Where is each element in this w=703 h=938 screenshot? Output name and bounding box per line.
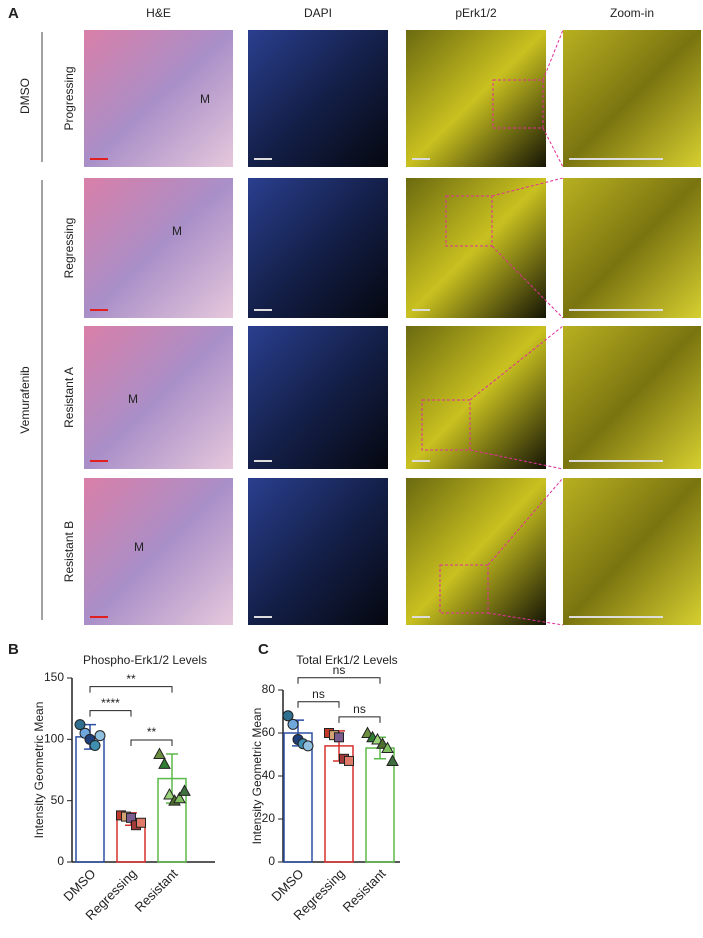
zoom-line <box>487 612 564 626</box>
data-point <box>282 710 294 722</box>
micrograph <box>248 178 388 318</box>
zoom-line <box>487 477 564 566</box>
x-tick-label: DMSO <box>268 866 306 904</box>
zoom-box <box>445 195 493 247</box>
micrograph <box>84 326 233 469</box>
data-point <box>158 757 171 769</box>
region-label: M <box>134 540 144 554</box>
zoom-line <box>491 245 564 319</box>
panel-label: A <box>8 5 19 22</box>
y-tick-label: 0 <box>268 854 275 868</box>
data-point <box>74 719 86 731</box>
y-axis-label: Intensity Geometric Mean <box>250 708 264 845</box>
panel-label: C <box>258 641 269 658</box>
significance-bracket <box>89 686 173 693</box>
data-point <box>173 791 186 804</box>
micrograph <box>406 178 546 318</box>
row-label: Resistant A <box>62 367 76 428</box>
column-header: Zoom-in <box>610 6 654 20</box>
y-tick-label: 80 <box>262 682 276 696</box>
data-point <box>178 784 191 796</box>
data-point <box>136 817 146 828</box>
micrograph <box>563 178 701 318</box>
group-label: Vemurafenib <box>18 366 32 434</box>
group-label: DMSO <box>18 78 32 114</box>
significance-label: ns <box>333 663 346 677</box>
x-tick-label: Resistant <box>132 866 181 915</box>
data-point <box>302 740 314 752</box>
data-point <box>386 754 399 766</box>
y-tick-label: 0 <box>57 854 64 868</box>
column-header: H&E <box>146 6 171 20</box>
data-point <box>287 718 299 730</box>
y-tick-label: 100 <box>44 732 64 746</box>
micrograph <box>563 326 701 469</box>
micrograph <box>248 478 388 625</box>
data-point <box>163 787 176 800</box>
y-tick-label: 50 <box>51 793 65 807</box>
zoom-line <box>469 449 564 470</box>
zoom-line <box>542 127 564 168</box>
significance-label: ns <box>312 687 325 701</box>
y-tick-label: 60 <box>262 725 276 739</box>
significance-label: **** <box>101 696 120 710</box>
y-tick-label: 40 <box>262 768 276 782</box>
region-label: M <box>200 92 210 106</box>
row-label: Progressing <box>62 66 76 130</box>
significance-bracket <box>297 701 340 708</box>
y-tick-label: 150 <box>44 670 64 684</box>
data-point <box>381 741 394 754</box>
significance-bracket <box>130 739 173 747</box>
micrograph <box>563 478 701 625</box>
chart-title: Phospho-Erk1/2 Levels <box>83 653 207 667</box>
x-tick-label: Resistant <box>340 866 389 915</box>
zoom-box <box>421 399 471 451</box>
zoom-line <box>542 29 564 81</box>
y-axis-label: Intensity Geometric Mean <box>32 702 46 839</box>
significance-label: ** <box>147 725 157 739</box>
y-tick-label: 20 <box>262 811 276 825</box>
column-header: pErk1/2 <box>455 6 497 20</box>
micrograph <box>248 326 388 469</box>
micrograph <box>563 30 701 167</box>
row-label: Regressing <box>62 218 76 279</box>
row-label: Resistant B <box>62 521 76 582</box>
chart-title: Total Erk1/2 Levels <box>296 653 397 667</box>
micrograph <box>406 30 546 167</box>
micrograph <box>84 30 233 167</box>
region-label: M <box>172 224 182 238</box>
data-point <box>344 755 354 766</box>
zoom-box <box>439 564 489 614</box>
significance-label: ns <box>353 702 366 716</box>
significance-bracket <box>297 677 381 684</box>
significance-bracket <box>89 710 132 717</box>
significance-label: ** <box>126 672 136 686</box>
data-point <box>94 730 106 742</box>
column-header: DAPI <box>304 6 332 20</box>
data-point <box>89 739 101 751</box>
micrograph <box>84 178 233 318</box>
x-tick-label: DMSO <box>60 866 98 904</box>
bar <box>283 732 313 863</box>
data-point <box>153 747 166 760</box>
bar <box>75 736 105 863</box>
micrograph <box>406 478 546 625</box>
micrograph <box>406 326 546 469</box>
zoom-box <box>492 79 544 129</box>
zoom-line <box>491 177 564 197</box>
significance-bracket <box>338 716 381 723</box>
micrograph <box>248 30 388 167</box>
panel-label: B <box>8 641 19 658</box>
micrograph <box>84 478 233 625</box>
region-label: M <box>128 392 138 406</box>
data-point <box>334 732 344 743</box>
